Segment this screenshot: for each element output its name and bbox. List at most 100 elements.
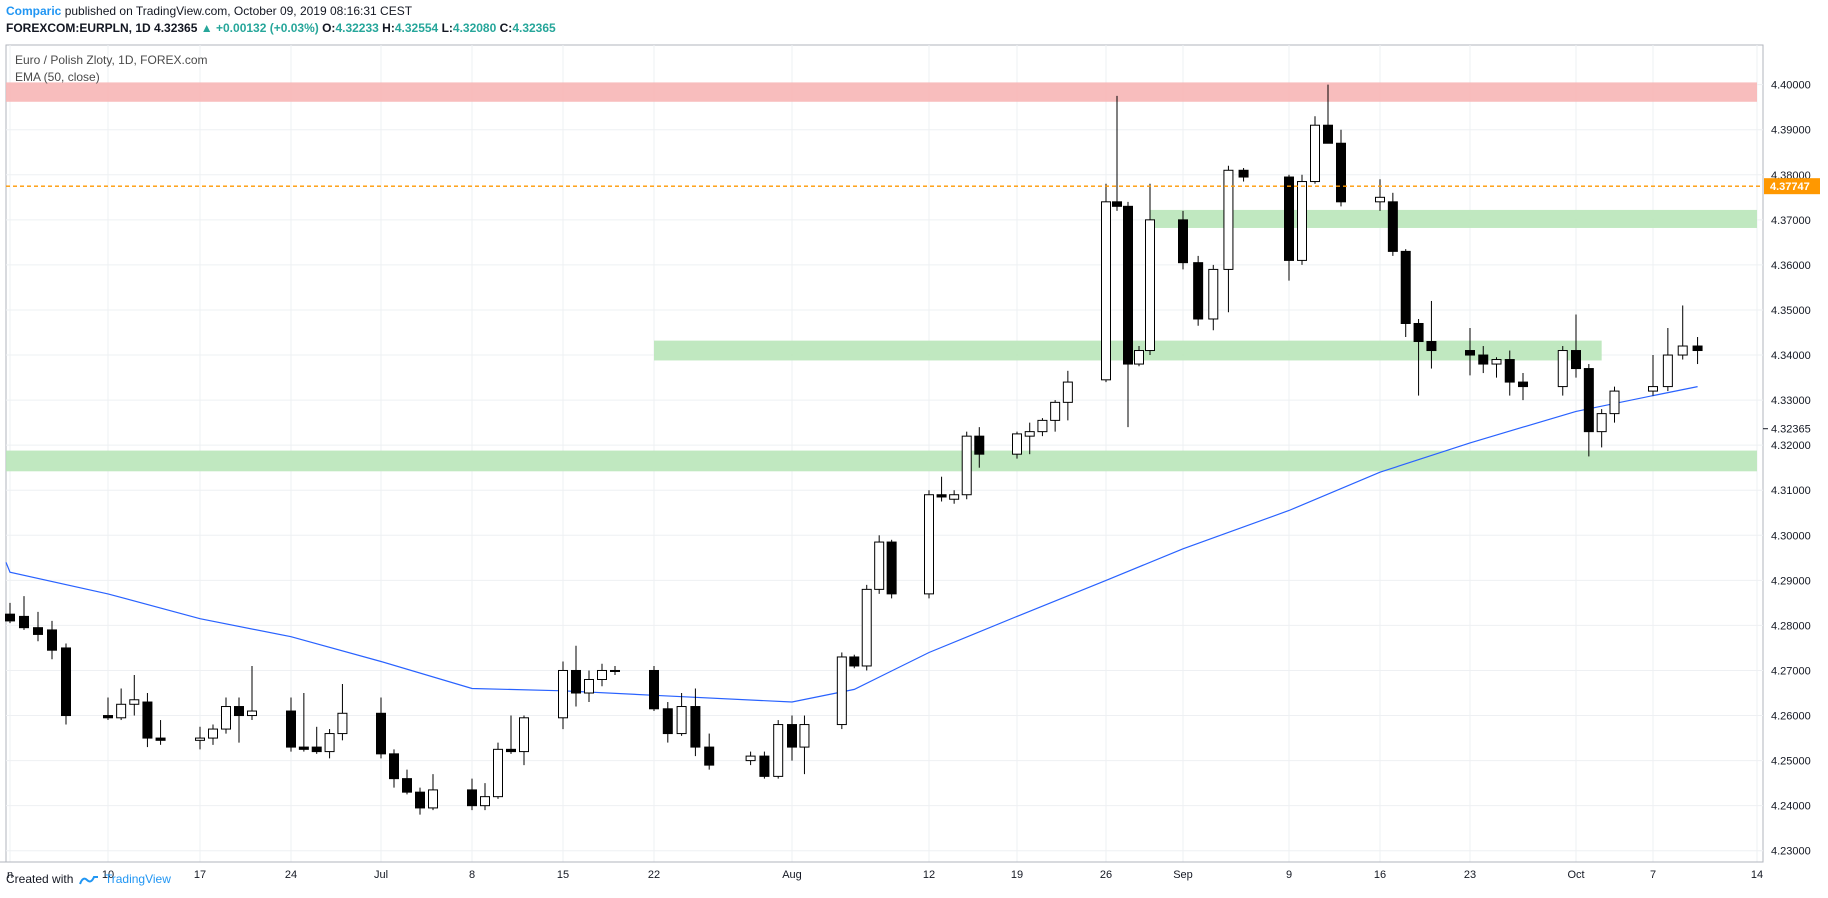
candle[interactable]	[247, 665, 257, 721]
candle[interactable]	[61, 643, 71, 725]
candle[interactable]	[949, 490, 960, 504]
candle[interactable]	[402, 769, 412, 795]
candle[interactable]	[298, 693, 309, 752]
author-link[interactable]: Comparic	[6, 4, 62, 18]
candle[interactable]	[961, 431, 972, 500]
candle[interactable]	[129, 674, 140, 716]
candle[interactable]	[1571, 314, 1581, 378]
candle[interactable]	[337, 683, 348, 741]
candle[interactable]	[1677, 305, 1688, 360]
candle[interactable]	[1134, 346, 1144, 367]
candle[interactable]	[142, 693, 153, 748]
candle[interactable]	[704, 733, 715, 770]
candle[interactable]	[519, 715, 529, 766]
candle[interactable]	[1024, 422, 1035, 455]
candle[interactable]	[874, 535, 885, 594]
candle[interactable]	[33, 611, 43, 642]
candle[interactable]	[1662, 327, 1673, 392]
candle[interactable]	[861, 584, 872, 671]
candle[interactable]	[1012, 431, 1022, 459]
candle[interactable]	[1297, 174, 1307, 265]
candle[interactable]	[1050, 400, 1061, 432]
candle[interactable]	[1145, 183, 1155, 356]
candle[interactable]	[1596, 409, 1607, 448]
candle[interactable]	[773, 720, 784, 779]
candle[interactable]	[103, 697, 113, 721]
candle[interactable]	[1692, 337, 1703, 365]
candle[interactable]	[1223, 165, 1234, 313]
candle[interactable]	[1375, 179, 1385, 211]
candle[interactable]	[571, 645, 581, 707]
candle[interactable]	[19, 596, 29, 630]
candle[interactable]	[480, 783, 490, 811]
resistance-zone[interactable]	[6, 82, 1757, 102]
candle[interactable]	[924, 490, 934, 599]
candle[interactable]	[1193, 255, 1204, 326]
candle[interactable]	[234, 697, 244, 743]
candle[interactable]	[584, 670, 594, 703]
candle[interactable]	[47, 620, 57, 660]
candle[interactable]	[974, 427, 985, 468]
candle[interactable]	[1062, 370, 1073, 421]
candle[interactable]	[1609, 386, 1620, 423]
candle[interactable]	[1238, 168, 1249, 182]
candle[interactable]	[1518, 373, 1528, 401]
candle[interactable]	[1557, 346, 1568, 396]
candle[interactable]	[1323, 84, 1333, 144]
candle[interactable]	[836, 652, 847, 730]
candle[interactable]	[389, 749, 399, 788]
candle[interactable]	[1310, 116, 1320, 184]
ema-line[interactable]	[5, 386, 1698, 703]
candle[interactable]	[1112, 95, 1122, 211]
candle[interactable]	[1284, 174, 1294, 281]
candle[interactable]	[799, 715, 810, 775]
support-zone[interactable]	[1150, 209, 1757, 228]
candle[interactable]	[1491, 357, 1502, 378]
candle[interactable]	[1478, 346, 1489, 374]
candle[interactable]	[428, 774, 438, 811]
candle[interactable]	[1465, 327, 1475, 376]
candle[interactable]	[1208, 264, 1219, 331]
candle[interactable]	[1504, 350, 1515, 396]
candle[interactable]	[690, 688, 701, 757]
candle[interactable]	[506, 715, 516, 754]
candle[interactable]	[676, 693, 687, 736]
candle[interactable]	[1400, 249, 1411, 338]
candle[interactable]	[759, 751, 770, 779]
candle[interactable]	[558, 661, 568, 730]
candle[interactable]	[1648, 355, 1658, 396]
candle[interactable]	[311, 726, 322, 754]
candle[interactable]	[324, 729, 335, 759]
candle[interactable]	[1413, 318, 1424, 396]
candle[interactable]	[286, 697, 296, 752]
candle[interactable]	[467, 778, 477, 811]
tradingview-link[interactable]: TradingView	[104, 872, 171, 886]
candle[interactable]	[1101, 183, 1111, 383]
candle[interactable]	[849, 654, 860, 669]
candle[interactable]	[493, 742, 503, 799]
candle[interactable]	[1387, 192, 1398, 256]
candle[interactable]	[597, 663, 607, 687]
candle[interactable]	[1426, 300, 1437, 369]
candle[interactable]	[610, 665, 620, 675]
candle[interactable]	[936, 476, 947, 502]
candle[interactable]	[1336, 129, 1346, 207]
candle[interactable]	[886, 539, 897, 599]
candle[interactable]	[221, 697, 231, 734]
candle[interactable]	[208, 724, 218, 745]
candle[interactable]	[5, 602, 15, 624]
candle[interactable]	[787, 715, 797, 761]
candle[interactable]	[195, 726, 205, 750]
candle[interactable]	[1178, 210, 1188, 270]
candle[interactable]	[376, 697, 386, 759]
candle[interactable]	[1037, 418, 1048, 437]
candle[interactable]	[745, 751, 756, 766]
candle[interactable]	[649, 665, 659, 712]
candle[interactable]	[1583, 364, 1594, 457]
candle[interactable]	[415, 787, 425, 815]
candle[interactable]	[116, 688, 127, 721]
candle[interactable]	[662, 702, 673, 743]
candle[interactable]	[155, 720, 166, 745]
support-zone[interactable]	[6, 450, 1757, 472]
